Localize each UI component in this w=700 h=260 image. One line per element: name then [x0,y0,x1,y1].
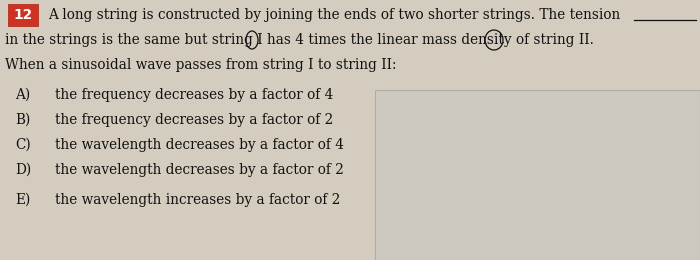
Text: A long string is constructed by joining the ends of two shorter strings. The ten: A long string is constructed by joining … [48,8,620,22]
Text: 12: 12 [13,8,33,22]
Text: D): D) [15,163,32,177]
Text: C): C) [15,138,31,152]
Bar [8,4,38,26]
Text: A): A) [15,88,30,102]
Text: When a sinusoidal wave passes from string I to string II:: When a sinusoidal wave passes from strin… [5,58,396,72]
Text: the wavelength decreases by a factor of 2: the wavelength decreases by a factor of … [55,163,344,177]
Text: E): E) [15,193,30,207]
Text: the wavelength increases by a factor of 2: the wavelength increases by a factor of … [55,193,340,207]
Text: B): B) [15,113,30,127]
Text: the frequency decreases by a factor of 2: the frequency decreases by a factor of 2 [55,113,333,127]
Text: in the strings is the same but string I has 4 times the linear mass density of s: in the strings is the same but string I … [5,33,594,47]
Bar [375,90,700,260]
Text: the wavelength decreases by a factor of 4: the wavelength decreases by a factor of … [55,138,344,152]
Text: the frequency decreases by a factor of 4: the frequency decreases by a factor of 4 [55,88,333,102]
